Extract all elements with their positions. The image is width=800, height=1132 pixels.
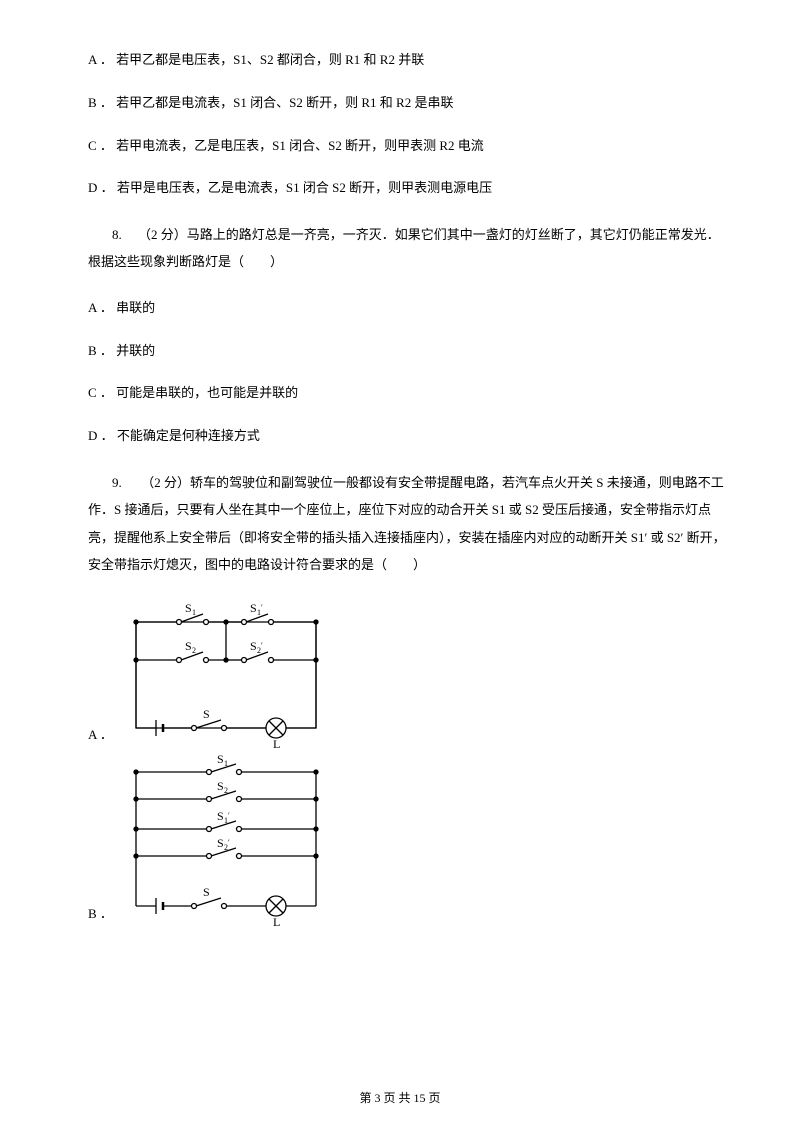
page-footer: 第 3 页 共 15 页	[0, 1089, 800, 1108]
label-s-a: S	[203, 707, 210, 721]
q8-number: 8.	[112, 227, 122, 242]
q9-number: 9.	[112, 475, 122, 490]
svg-text:2: 2	[192, 646, 196, 655]
question-9: 9. （2 分）轿车的驾驶位和副驾驶位一般都设有安全带提醒电路，若汽车点火开关 …	[88, 469, 730, 578]
q8-points: （2 分）	[138, 227, 187, 242]
svg-text:′: ′	[228, 838, 230, 847]
circuit-diagram-a: S1 S1′ S2 S2′ S L	[121, 600, 331, 750]
q9-option-a-label: A ．	[88, 725, 113, 750]
option-q7-d: D ． 若甲是电压表，乙是电流表，S1 闭合 S2 断开，则甲表测电源电压	[88, 178, 730, 199]
svg-text:2: 2	[224, 786, 228, 795]
label-s1p: S	[250, 601, 257, 615]
label-s-b: S	[203, 885, 210, 899]
label-l-a: L	[273, 737, 280, 750]
option-q8-c: C ． 可能是串联的，也可能是并联的	[88, 383, 730, 404]
option-q8-d: D ． 不能确定是何种连接方式	[88, 426, 730, 447]
svg-text:′: ′	[228, 811, 230, 820]
svg-text:1: 1	[224, 759, 228, 768]
svg-text:′: ′	[261, 641, 263, 650]
svg-text:′: ′	[261, 603, 263, 612]
circuit-diagram-b: S1 S2 S1′ S2′ S L	[121, 754, 331, 929]
label-s2p: S	[250, 639, 257, 653]
label-s2: S	[185, 639, 192, 653]
label-b-s2p: S	[217, 836, 224, 850]
q9-points: （2 分）	[148, 475, 190, 490]
option-q8-a: A ． 串联的	[88, 298, 730, 319]
label-s1: S	[185, 601, 192, 615]
option-q7-b: B ． 若甲乙都是电流表，S1 闭合、S2 断开，则 R1 和 R2 是串联	[88, 93, 730, 114]
option-q8-b: B ． 并联的	[88, 341, 730, 362]
label-b-s2: S	[217, 779, 224, 793]
q9-option-a-container: A ．	[88, 600, 730, 750]
option-q7-c: C ． 若甲电流表，乙是电压表，S1 闭合、S2 断开，则甲表测 R2 电流	[88, 136, 730, 157]
q9-option-b-label: B ．	[88, 904, 113, 929]
label-l-b: L	[273, 915, 280, 929]
label-b-s1p: S	[217, 809, 224, 823]
option-q7-a: A ． 若甲乙都是电压表，S1、S2 都闭合，则 R1 和 R2 并联	[88, 50, 730, 71]
q9-option-b-container: B ．	[88, 754, 730, 929]
question-8: 8. （2 分）马路上的路灯总是一齐亮，一齐灭．如果它们其中一盏灯的灯丝断了，其…	[88, 221, 730, 276]
label-b-s1: S	[217, 754, 224, 766]
svg-text:1: 1	[192, 608, 196, 617]
